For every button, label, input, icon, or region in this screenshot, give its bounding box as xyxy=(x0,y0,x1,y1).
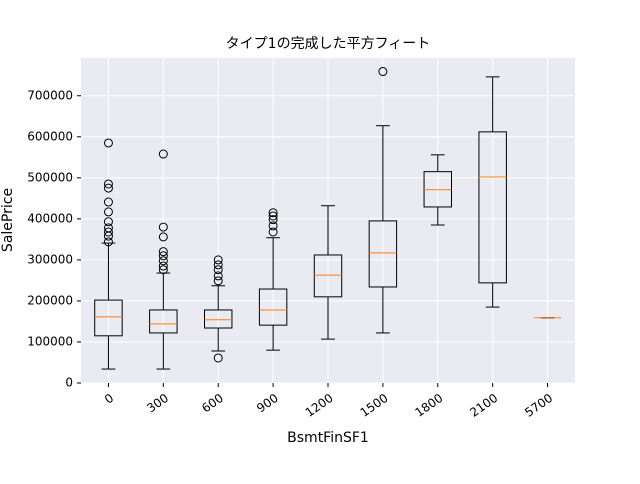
y-tick-label: 700000 xyxy=(27,88,73,102)
y-tick-label: 300000 xyxy=(27,252,73,266)
box xyxy=(313,254,343,298)
y-tick-label: 0 xyxy=(65,376,73,390)
box xyxy=(258,288,288,326)
x-tick-label: 1800 xyxy=(412,391,445,420)
x-tick-label: 300 xyxy=(144,391,171,416)
flier xyxy=(158,149,168,159)
flier xyxy=(213,255,223,265)
flier xyxy=(213,265,223,275)
flier xyxy=(103,207,113,217)
flier xyxy=(103,227,113,237)
box xyxy=(149,309,178,334)
flier xyxy=(158,256,168,266)
flier xyxy=(268,208,278,218)
flier xyxy=(103,179,113,189)
flier xyxy=(213,353,223,363)
box xyxy=(204,309,233,329)
x-tick-label: 0 xyxy=(102,391,116,407)
y-tick-label: 600000 xyxy=(27,129,73,143)
y-tick-label: 200000 xyxy=(27,293,73,307)
y-tick-label: 100000 xyxy=(27,334,73,348)
box xyxy=(478,131,507,284)
flier xyxy=(103,231,113,241)
chart-title: タイプ1の完成した平方フィート xyxy=(226,36,431,52)
flier xyxy=(268,221,278,231)
flier xyxy=(158,247,168,257)
flier xyxy=(103,183,113,193)
flier xyxy=(268,211,278,221)
x-tick-label: 600 xyxy=(199,391,226,416)
flier xyxy=(103,138,113,148)
flier xyxy=(158,265,168,275)
flier xyxy=(158,251,168,261)
flier xyxy=(103,197,113,207)
x-tick-label: 2100 xyxy=(467,391,500,420)
box xyxy=(368,220,398,288)
x-tick-label: 1500 xyxy=(358,391,391,420)
y-tick-label: 400000 xyxy=(27,211,73,225)
box xyxy=(94,299,123,337)
flier xyxy=(213,260,223,270)
flier xyxy=(103,237,113,247)
flier xyxy=(268,215,278,225)
flier xyxy=(158,232,168,242)
x-tick-label: 900 xyxy=(254,391,281,416)
flier xyxy=(378,67,388,77)
flier xyxy=(158,222,168,232)
flier xyxy=(158,261,168,271)
x-tick-label: 5700 xyxy=(522,391,555,420)
flier xyxy=(268,227,278,237)
flier xyxy=(103,217,113,227)
flier xyxy=(213,271,223,281)
y-axis-label: SalePrice xyxy=(0,188,16,252)
x-tick-label: 1200 xyxy=(303,391,336,420)
x-axis-label: BsmtFinSF1 xyxy=(287,430,369,446)
flier xyxy=(213,276,223,286)
y-tick-label: 500000 xyxy=(27,170,73,184)
